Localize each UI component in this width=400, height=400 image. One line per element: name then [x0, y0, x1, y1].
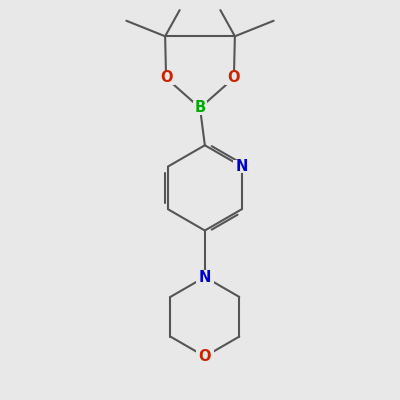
Text: O: O: [198, 349, 211, 364]
Bar: [225, 71, 243, 85]
Bar: [233, 160, 250, 173]
Bar: [196, 270, 214, 284]
Bar: [196, 350, 214, 363]
Text: N: N: [199, 270, 211, 284]
Bar: [157, 71, 175, 85]
Text: O: O: [228, 70, 240, 86]
Text: O: O: [160, 70, 172, 86]
Bar: [193, 101, 207, 115]
Text: B: B: [194, 100, 206, 116]
Text: N: N: [236, 159, 248, 174]
